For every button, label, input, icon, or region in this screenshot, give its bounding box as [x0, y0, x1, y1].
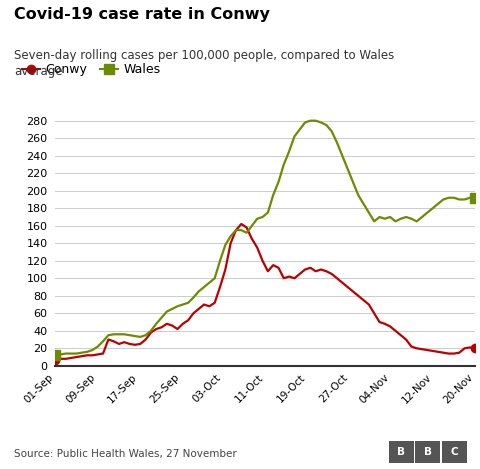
Text: B: B [397, 447, 405, 457]
Text: B: B [424, 447, 432, 457]
Legend: Conwy, Wales: Conwy, Wales [22, 63, 160, 76]
Text: C: C [450, 447, 458, 457]
Text: Source: Public Health Wales, 27 November: Source: Public Health Wales, 27 November [14, 449, 237, 459]
Text: Covid-19 case rate in Conwy: Covid-19 case rate in Conwy [14, 7, 270, 22]
Text: Seven-day rolling cases per 100,000 people, compared to Wales
average: Seven-day rolling cases per 100,000 peop… [14, 49, 395, 78]
